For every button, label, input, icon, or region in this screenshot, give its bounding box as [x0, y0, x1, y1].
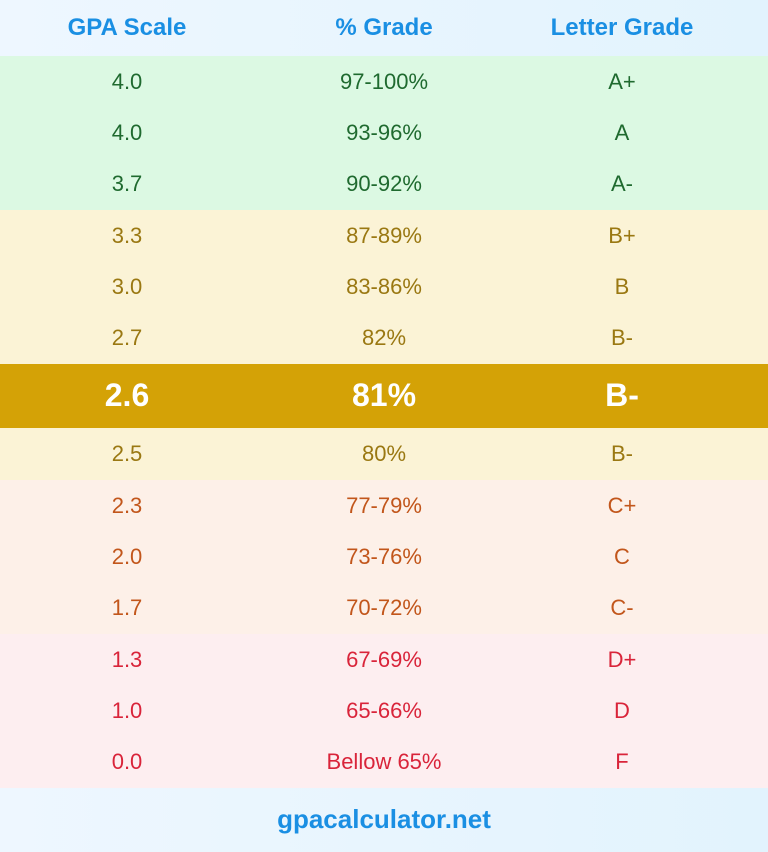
site-name: gpacalculator.net [277, 804, 491, 835]
gpa-cell: 2.6 [104, 377, 150, 414]
gpa-cell: 1.3 [111, 646, 143, 672]
table-row: 2.3 77-79% C+ [0, 479, 768, 532]
table-row: 2.5 80% B- [0, 427, 768, 480]
percent-cell: 73-76% [346, 543, 422, 569]
letter-cell: B- [611, 440, 633, 466]
table-row: 3.3 87-89% B+ [0, 209, 768, 262]
table-row: 1.7 70-72% C- [0, 582, 768, 634]
percent-cell: 70-72% [346, 595, 422, 621]
letter-cell: F [615, 749, 629, 775]
table-row: 3.0 83-86% B [0, 261, 768, 313]
gpa-cell: 4.0 [111, 68, 143, 94]
percent-cell: Bellow 65% [326, 749, 442, 775]
letter-cell: C- [610, 595, 634, 621]
table-row: 4.0 97-100% A+ [0, 56, 768, 108]
header-gpa-scale: GPA Scale [67, 14, 187, 41]
letter-cell: C+ [607, 492, 637, 518]
table-row: 4.0 93-96% A [0, 107, 768, 159]
letter-cell: D+ [607, 646, 637, 672]
table-row: 2.0 73-76% C [0, 531, 768, 583]
gpa-cell: 3.0 [111, 273, 143, 299]
gpa-cell: 3.3 [111, 222, 143, 248]
highlighted-row: 2.6 81% B- [0, 363, 768, 428]
percent-cell: 67-69% [346, 646, 422, 672]
letter-cell: A [614, 119, 630, 145]
percent-cell: 81% [351, 377, 417, 414]
letter-cell: B [614, 273, 630, 299]
gpa-cell: 3.7 [111, 171, 143, 197]
gpa-cell: 2.3 [111, 492, 143, 518]
percent-cell: 82% [361, 325, 407, 351]
table-row: 2.7 82% B- [0, 312, 768, 364]
percent-cell: 65-66% [346, 697, 422, 723]
table-row: 0.0 Bellow 65% F [0, 736, 768, 788]
gpa-cell: 1.0 [111, 697, 143, 723]
percent-cell: 90-92% [346, 171, 422, 197]
percent-cell: 80% [361, 440, 407, 466]
percent-cell: 77-79% [346, 492, 422, 518]
gpa-cell: 2.0 [111, 543, 143, 569]
table-row: 1.0 65-66% D [0, 685, 768, 737]
table-row: 3.7 90-92% A- [0, 158, 768, 210]
letter-cell: D [614, 697, 630, 723]
footer: gpacalculator.net [0, 787, 768, 852]
percent-cell: 87-89% [346, 222, 422, 248]
letter-cell: C [614, 543, 630, 569]
percent-cell: 83-86% [346, 273, 422, 299]
percent-cell: 93-96% [346, 119, 422, 145]
header-percent-grade: % Grade [335, 14, 433, 41]
gpa-cell: 2.7 [111, 325, 143, 351]
table-header: GPA Scale % Grade Letter Grade [0, 0, 768, 56]
letter-cell: A+ [608, 68, 636, 94]
gpa-cell: 4.0 [111, 119, 143, 145]
percent-cell: 97-100% [339, 68, 429, 94]
header-letter-grade: Letter Grade [550, 14, 694, 41]
table-row: 1.3 67-69% D+ [0, 633, 768, 686]
letter-cell: B- [611, 325, 633, 351]
gpa-cell: 2.5 [111, 440, 143, 466]
letter-cell: A- [611, 171, 633, 197]
gpa-cell: 1.7 [111, 595, 143, 621]
letter-cell: B- [605, 377, 639, 414]
gpa-cell: 0.0 [111, 749, 143, 775]
letter-cell: B+ [608, 222, 636, 248]
